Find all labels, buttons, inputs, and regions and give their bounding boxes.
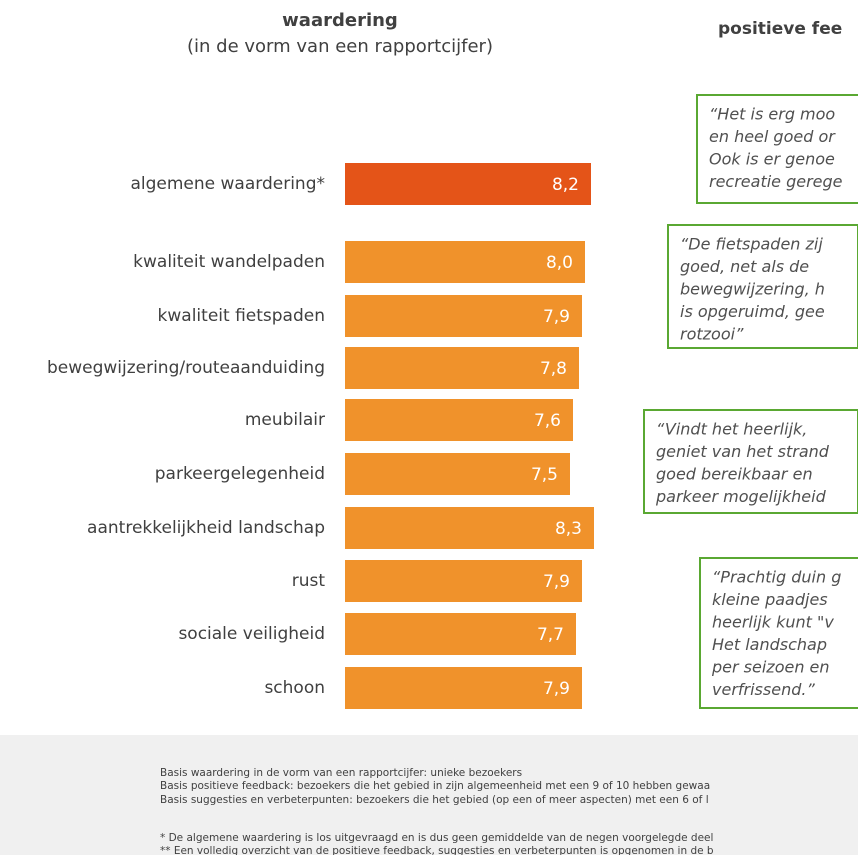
quote-line: bewegwijzering, h — [680, 280, 825, 299]
bar — [345, 613, 576, 655]
value-label: 7,6 — [534, 411, 561, 431]
quote-line: parkeer mogelijkheid — [655, 487, 827, 506]
category-label: parkeergelegenheid — [155, 464, 325, 484]
category-label: meubilair — [245, 410, 325, 430]
quote-line: goed, net als de — [680, 257, 809, 276]
quote-line: en heel goed or — [709, 127, 836, 146]
bar — [345, 560, 582, 602]
bar — [345, 507, 594, 549]
category-label: schoon — [264, 678, 325, 698]
quote-line: Het landschap — [712, 635, 827, 654]
quote-line: “Vindt het heerlijk, — [656, 420, 807, 439]
quote-line: geniet van het strand — [656, 442, 830, 461]
bar — [345, 295, 582, 337]
value-label: 7,7 — [537, 625, 564, 645]
quote-line: recreatie gerege — [709, 172, 843, 191]
bar — [345, 163, 591, 205]
category-label: rust — [292, 571, 326, 591]
value-label: 8,3 — [555, 519, 582, 539]
quote-line: verfrissend.” — [712, 680, 815, 699]
value-label: 7,9 — [543, 679, 570, 699]
category-label: kwaliteit fietspaden — [158, 306, 325, 326]
category-label: algemene waardering* — [130, 174, 325, 194]
bar — [345, 399, 573, 441]
quote-line: is opgeruimd, gee — [680, 302, 825, 321]
quote-line: heerlijk kunt "v — [712, 613, 834, 632]
quote-line: per seizoen en — [711, 658, 830, 677]
chart-subtitle: (in de vorm van een rapportcijfer) — [187, 36, 493, 57]
footnote: Basis positieve feedback: bezoekers die … — [160, 780, 710, 792]
category-label: bewegwijzering/routeaanduiding — [47, 358, 325, 378]
chart-title: waardering — [282, 10, 398, 31]
value-label: 7,9 — [543, 572, 570, 592]
value-label: 7,9 — [543, 307, 570, 327]
quote-line: “De fietspaden zij — [680, 235, 823, 254]
value-label: 8,0 — [546, 253, 573, 273]
category-label: sociale veiligheid — [178, 624, 325, 644]
quote-line: Ook is er genoe — [709, 150, 835, 169]
quote-box — [643, 409, 858, 514]
quote-line: goed bereikbaar en — [656, 465, 813, 484]
quote-box — [696, 94, 858, 204]
footnote: Basis waardering in de vorm van een rapp… — [160, 767, 522, 779]
value-label: 8,2 — [552, 175, 579, 195]
value-label: 7,5 — [531, 465, 558, 485]
quote-line: kleine paadjes — [712, 590, 828, 609]
value-label: 7,8 — [540, 359, 567, 379]
quote-line: “Prachtig duin g — [712, 568, 841, 587]
bar — [345, 241, 585, 283]
quote-line: “Het is erg moo — [709, 105, 835, 124]
footnote: ** Een volledig overzicht van de positie… — [160, 845, 714, 855]
bar — [345, 453, 570, 495]
category-label: aantrekkelijkheid landschap — [87, 518, 325, 538]
bar — [345, 347, 579, 389]
quote-box — [699, 557, 858, 709]
footnote: * De algemene waardering is los uitgevra… — [160, 832, 713, 844]
bar — [345, 667, 582, 709]
quote-line: rotzooi” — [680, 325, 744, 344]
footnote: Basis suggesties en verbeterpunten: bezo… — [160, 794, 709, 806]
quote-box — [667, 224, 858, 349]
category-label: kwaliteit wandelpaden — [133, 252, 325, 272]
feedback-title: positieve fee — [718, 19, 842, 39]
footer-bg — [0, 735, 858, 855]
